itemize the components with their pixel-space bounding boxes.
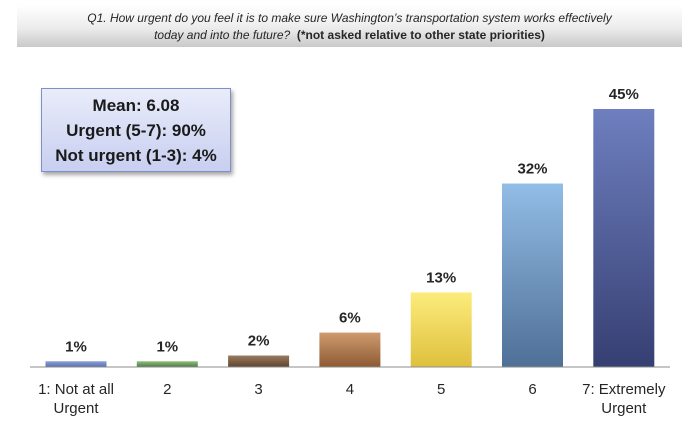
x-tick-label-1: 1: Not at all Urgent: [38, 381, 114, 417]
question-banner: Q1. How urgent do you feel it is to make…: [17, 5, 682, 47]
x-tick-label-5: 5: [437, 381, 445, 398]
bar-value-label-6: 32%: [517, 161, 547, 178]
mean-stat: Mean: 6.08: [92, 96, 180, 115]
bar-5: [410, 292, 472, 367]
bar-value-label-5: 13%: [426, 269, 456, 286]
bar-value-label-2: 1%: [156, 338, 178, 355]
not-urgent-stat: Not urgent (1-3): 4%: [55, 146, 217, 165]
bar-value-label-7: 45%: [609, 86, 639, 103]
x-tick-label-6: 6: [528, 381, 536, 398]
urgent-stat: Urgent (5-7): 90%: [66, 121, 206, 140]
x-tick-label-3: 3: [254, 381, 262, 398]
x-tick-label-2: 2: [163, 381, 171, 398]
bar-1: [45, 361, 107, 367]
bar-2: [136, 361, 198, 367]
question-text-line2: today and into the future?: [154, 28, 291, 42]
bar-6: [502, 183, 563, 367]
x-tick-label-4: 4: [346, 381, 354, 398]
question-note: (*not asked relative to other state prio…: [296, 28, 545, 42]
x-tick-label-7: 7: Extremely Urgent: [582, 381, 666, 417]
bar-7: [593, 109, 655, 367]
question-text-line1: Q1. How urgent do you feel it is to make…: [87, 11, 612, 25]
summary-stats-box: Mean: 6.08 Urgent (5-7): 90% Not urgent …: [41, 88, 231, 172]
bar-3: [228, 355, 290, 367]
bar-value-label-4: 6%: [339, 310, 361, 327]
bar-4: [319, 332, 381, 367]
bar-value-label-1: 1%: [65, 338, 87, 355]
bar-value-label-3: 2%: [248, 333, 270, 350]
